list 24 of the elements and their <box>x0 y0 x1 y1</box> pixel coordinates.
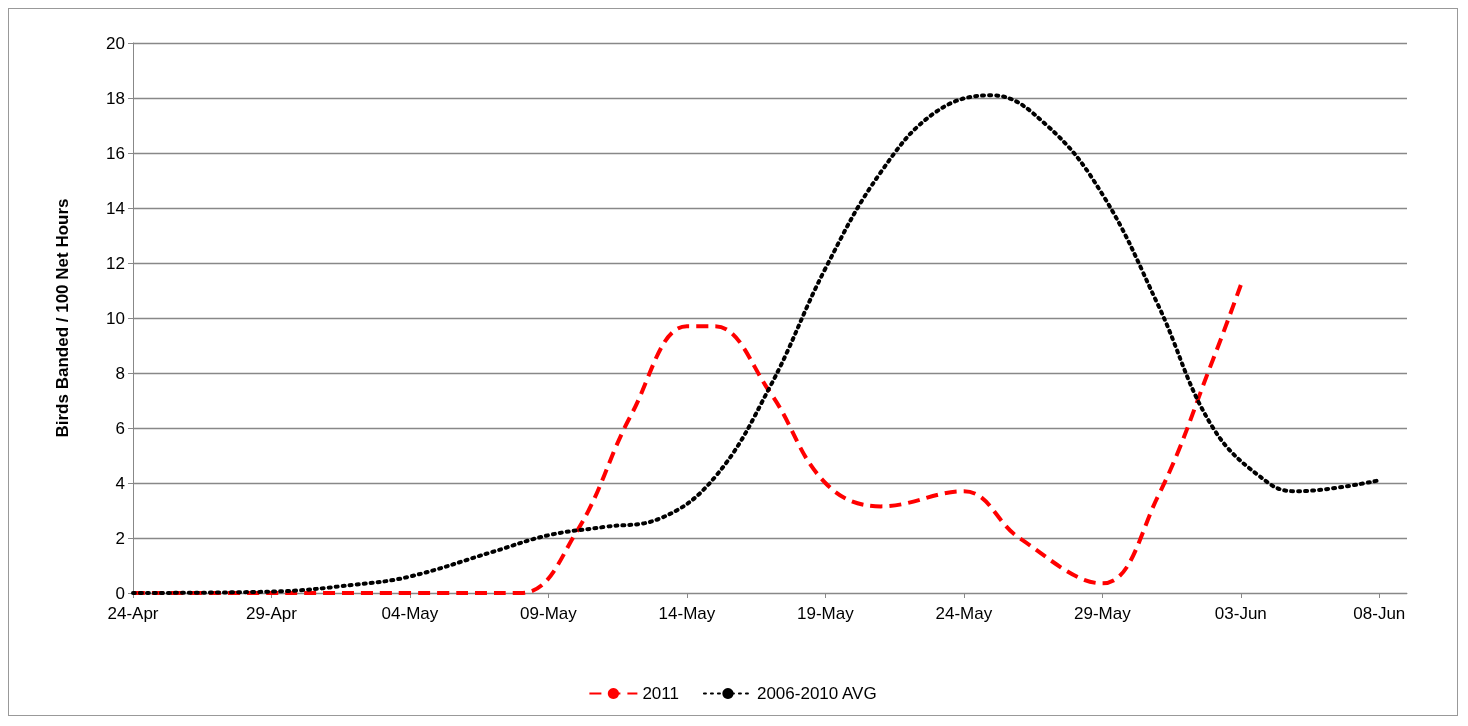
x-tick-label: 14-May <box>658 604 716 623</box>
y-tick-label: 6 <box>115 418 125 438</box>
x-tick-label: 09-May <box>520 604 578 623</box>
x-tick-label: 08-Jun <box>1353 604 1406 623</box>
x-tick-label: 29-Apr <box>245 604 298 623</box>
x-tick-label: 03-Jun <box>1214 604 1267 623</box>
y-tick-label: 2 <box>115 528 125 548</box>
y-tick-label: 20 <box>106 33 125 53</box>
x-tick-label: 24-Apr <box>107 604 159 623</box>
x-tick-label: 24-May <box>935 604 993 623</box>
y-axis-title: Birds Banded / 100 Net Hours <box>53 198 72 438</box>
y-tick-label: 0 <box>115 583 125 603</box>
y-tick-label: 10 <box>106 308 125 328</box>
x-tick-label: 04-May <box>381 604 439 623</box>
y-tick-label: 18 <box>106 88 125 108</box>
y-tick-label: 4 <box>115 473 125 493</box>
x-tick-label: 19-May <box>797 604 855 623</box>
legend-label: 2006-2010 AVG <box>756 684 877 703</box>
y-tick-label: 14 <box>106 198 125 218</box>
y-tick-label: 16 <box>106 143 125 163</box>
x-tick-label: 29-May <box>1074 604 1132 623</box>
legend-label: 2011 <box>642 684 679 703</box>
y-tick-label: 8 <box>115 363 125 383</box>
y-tick-label: 12 <box>106 253 125 273</box>
